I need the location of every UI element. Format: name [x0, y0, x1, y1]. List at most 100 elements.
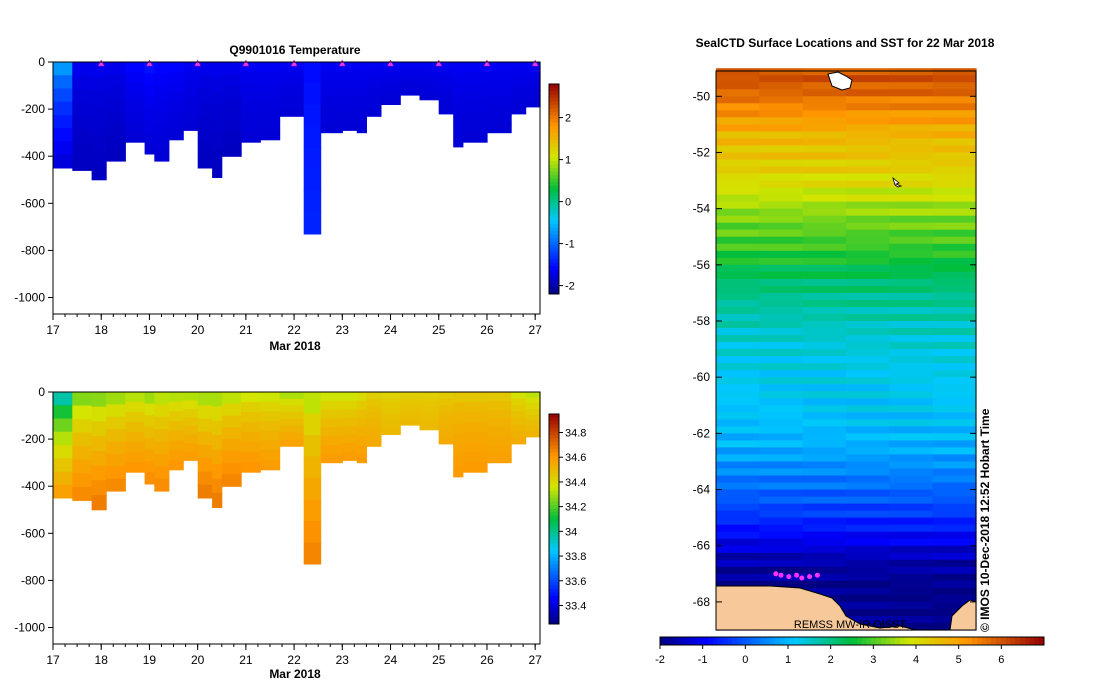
profile-cell	[462, 462, 488, 473]
sst-cell	[889, 257, 934, 266]
sst-cell	[932, 236, 977, 245]
profile-cell	[72, 392, 93, 407]
profile-cell	[106, 136, 126, 150]
lat-tick-label: -58	[693, 314, 711, 328]
sst-colorbar-segment	[866, 637, 872, 645]
profile-cell	[260, 130, 281, 141]
sst-cell	[932, 482, 977, 491]
salinity-data-layer	[53, 392, 541, 565]
x-tick-label: 21	[239, 653, 253, 667]
profile-cell	[356, 70, 367, 81]
sst-colorbar-segment	[794, 637, 800, 645]
sst-cell	[802, 110, 847, 118]
sst-cell	[802, 419, 847, 427]
sst-colorbar-segment	[669, 637, 675, 645]
sst-colorbar-segment	[712, 637, 719, 645]
colorbar-segment	[549, 255, 559, 260]
profile-cell	[154, 466, 170, 480]
sst-cell	[802, 180, 847, 189]
sst-cell	[932, 89, 977, 97]
sst-colorbar-segment	[856, 637, 863, 645]
profile-cell	[154, 99, 170, 113]
profile-cell	[487, 115, 512, 125]
sst-cell	[932, 454, 977, 462]
sst-cell	[889, 545, 934, 554]
colorbar-segment	[549, 449, 559, 453]
profile-cell	[221, 120, 242, 134]
sst-cell	[759, 236, 804, 245]
profile-cell	[241, 112, 261, 123]
sst-cell	[889, 307, 934, 315]
sst-cell	[716, 96, 760, 104]
temperature-data-layer	[53, 62, 541, 235]
sst-cell	[889, 159, 934, 168]
sst-cell	[846, 103, 890, 111]
sst-cell	[802, 285, 847, 294]
profile-cell	[154, 111, 170, 125]
sst-cell	[802, 468, 847, 477]
profile-cell	[400, 70, 421, 75]
sst-cell	[759, 138, 804, 146]
profile-cell	[221, 450, 242, 464]
profile-cell	[487, 436, 512, 446]
profile-cell	[183, 392, 199, 402]
sst-cell	[889, 496, 934, 505]
profile-cell	[144, 119, 155, 132]
profile-cell	[303, 392, 322, 415]
profile-cell	[400, 420, 421, 426]
colorbar-segment	[549, 571, 559, 576]
colorbar-segment	[549, 210, 559, 214]
sst-cell	[759, 552, 804, 561]
colorbar-segment	[549, 585, 559, 590]
sst-cell	[846, 503, 890, 512]
sst-cell	[846, 208, 890, 217]
profile-cell	[525, 392, 541, 399]
profile-cell	[525, 95, 541, 102]
profile-cell	[91, 450, 107, 467]
sst-cell	[932, 468, 977, 477]
sst-cell	[846, 384, 890, 392]
profile-cell	[320, 445, 343, 455]
profile-cell	[487, 409, 512, 420]
profile-cell	[380, 397, 401, 404]
sst-cell	[716, 349, 760, 357]
sst-cell	[846, 545, 890, 554]
x-tick-label: 23	[336, 323, 350, 337]
temperature-x-label: Mar 2018	[269, 339, 321, 353]
sst-cell	[846, 559, 890, 568]
profile-cell	[72, 129, 93, 144]
sst-cell	[846, 356, 890, 364]
profile-cell	[511, 81, 527, 89]
profile-cell	[125, 102, 146, 113]
sst-cell	[932, 299, 977, 308]
sst-cell	[802, 342, 847, 350]
sst-cell	[759, 75, 804, 83]
profile-cell	[356, 115, 367, 125]
profile-cell	[438, 424, 454, 432]
colorbar-segment	[549, 115, 559, 120]
sst-cell	[932, 243, 977, 252]
sst-cell	[846, 194, 890, 203]
sst-cell	[889, 377, 934, 385]
sst-cell	[802, 524, 847, 533]
sst-cell	[932, 110, 977, 118]
sst-cell	[716, 440, 760, 448]
sst-cell	[932, 531, 977, 540]
sst-cell	[846, 608, 890, 617]
sst-cell	[932, 370, 977, 378]
profile-cell	[260, 71, 281, 82]
profile-cell	[366, 392, 382, 400]
profile-cell	[212, 163, 223, 178]
sst-cell	[802, 208, 847, 217]
sst-cell	[759, 356, 804, 364]
profile-cell	[144, 415, 155, 428]
profile-cell	[91, 480, 107, 496]
profile-cell	[168, 450, 184, 461]
profile-cell	[453, 434, 464, 446]
sst-cell	[759, 510, 804, 519]
colorbar-segment	[549, 610, 559, 614]
profile-cell	[125, 62, 146, 73]
profile-cell	[320, 106, 343, 116]
island	[827, 71, 853, 91]
sst-cell	[716, 566, 760, 575]
